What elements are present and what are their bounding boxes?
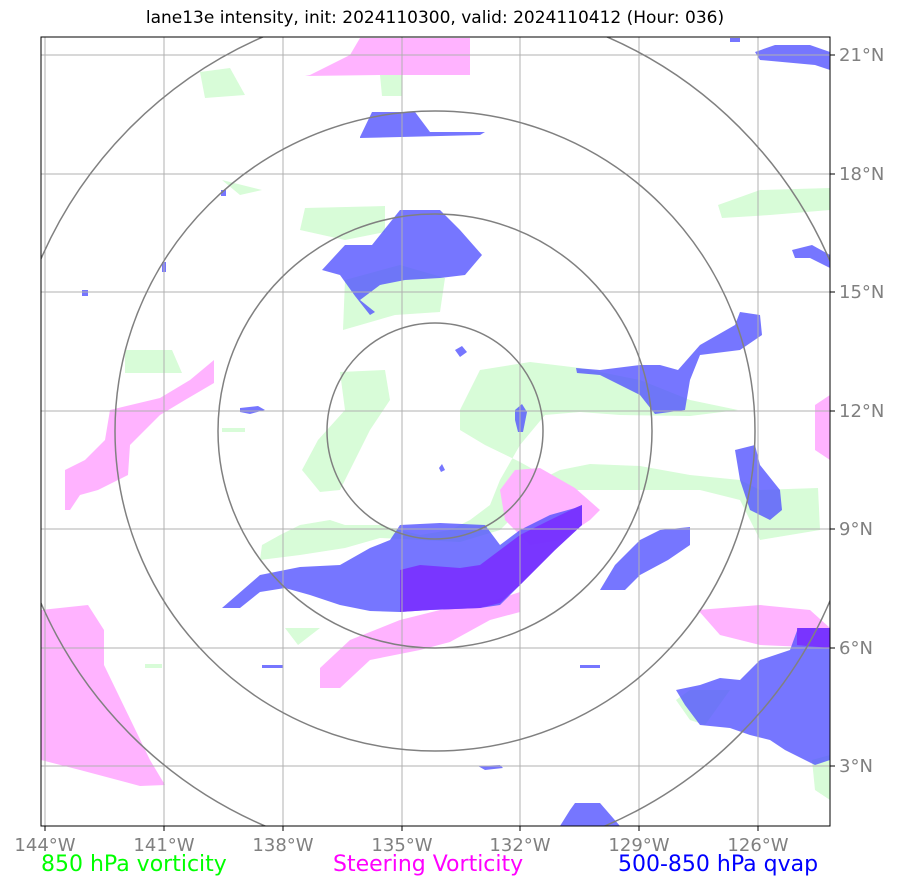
- lat-label: 21°N: [839, 45, 884, 66]
- lat-label: 15°N: [839, 282, 884, 303]
- lat-label: 3°N: [839, 756, 873, 777]
- lat-label: 12°N: [839, 401, 884, 422]
- qvap-contours: [82, 38, 830, 826]
- plot-frame: [40, 36, 831, 827]
- lon-label: 129°W: [608, 835, 669, 856]
- map-area: [41, 37, 830, 826]
- lon-label: 135°W: [371, 835, 432, 856]
- plot-title: lane13e intensity, init: 2024110300, val…: [145, 8, 725, 28]
- lat-label: 6°N: [839, 638, 873, 659]
- lat-label: 18°N: [839, 164, 884, 185]
- lon-label: 138°W: [252, 835, 313, 856]
- lon-label: 126°W: [727, 835, 788, 856]
- range-rings: [41, 37, 830, 826]
- tick-marks: [44, 54, 835, 831]
- qvap-overlap: [400, 505, 830, 648]
- legend-850-vorticity: 850 hPa vorticity: [41, 852, 227, 877]
- legend-qvap: 500-850 hPa qvap: [618, 852, 819, 877]
- range-ring-1: [326, 322, 544, 540]
- grid-lines: [41, 37, 830, 826]
- lon-label: 141°W: [133, 835, 194, 856]
- lon-labels: 144°W 141°W 138°W 135°W 132°W 129°W 126°…: [14, 835, 788, 856]
- lat-label: 9°N: [839, 519, 873, 540]
- lat-labels: 21°N 18°N 15°N 12°N 9°N 6°N 3°N: [839, 45, 884, 777]
- lon-label: 144°W: [14, 835, 75, 856]
- lon-label: 132°W: [489, 835, 550, 856]
- range-ring-3: [114, 110, 756, 752]
- range-ring-2: [217, 213, 653, 649]
- legend-steering-vorticity: Steering Vorticity: [333, 852, 524, 877]
